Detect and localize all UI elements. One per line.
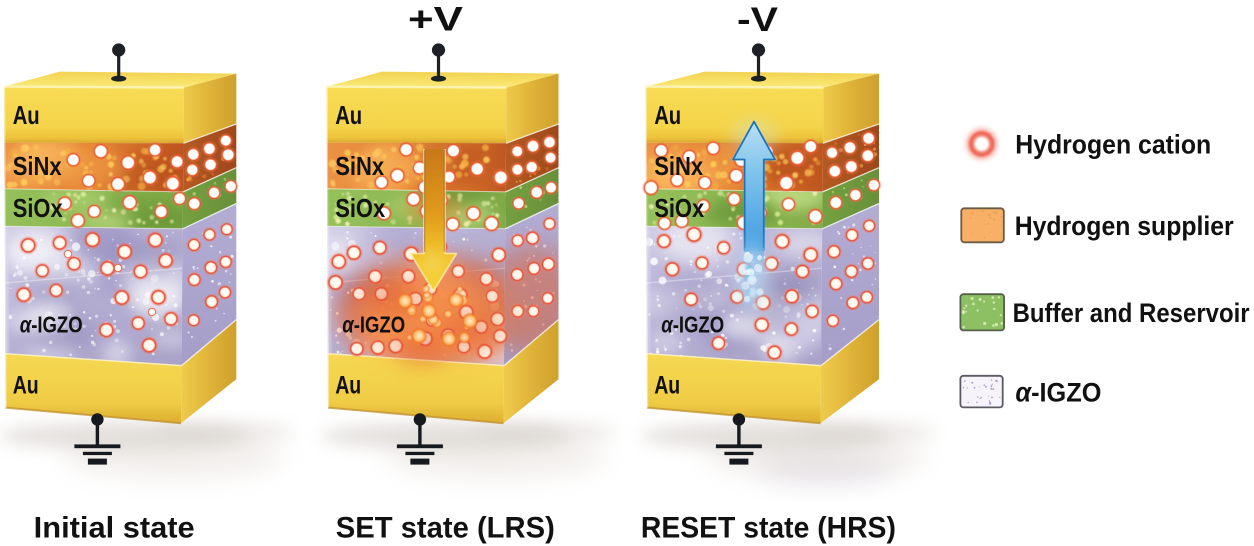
svg-text:SiNx: SiNx: [654, 151, 703, 181]
svg-text:Au: Au: [335, 372, 361, 400]
svg-text:α-IGZO: α-IGZO: [661, 312, 724, 338]
svg-text:SiOx: SiOx: [13, 193, 63, 223]
svg-text:+V: +V: [408, 1, 463, 39]
svg-text:α-IGZO: α-IGZO: [342, 312, 405, 338]
svg-text:SiNx: SiNx: [13, 151, 62, 181]
svg-text:RESET state (HRS): RESET state (HRS): [641, 512, 896, 545]
svg-text:SiNx: SiNx: [335, 151, 384, 181]
svg-text:Hydrogen supplier: Hydrogen supplier: [1015, 211, 1234, 241]
svg-text:α-IGZO: α-IGZO: [20, 312, 83, 338]
svg-text:Au: Au: [335, 100, 362, 130]
svg-text:SiOx: SiOx: [335, 193, 385, 223]
svg-text:Au: Au: [13, 372, 39, 400]
svg-text:SiOx: SiOx: [654, 193, 704, 223]
svg-text:Buffer and Reservoir: Buffer and Reservoir: [1013, 298, 1250, 328]
svg-text:Hydrogen cation: Hydrogen cation: [1015, 130, 1211, 160]
svg-text:Au: Au: [13, 100, 40, 130]
svg-text:-V: -V: [737, 1, 778, 39]
svg-text:Au: Au: [654, 372, 680, 400]
svg-text:Initial state: Initial state: [34, 512, 195, 545]
svg-text:Au: Au: [654, 100, 681, 130]
svg-text:α-IGZO: α-IGZO: [1015, 377, 1101, 407]
svg-text:SET state (LRS): SET state (LRS): [336, 512, 555, 545]
